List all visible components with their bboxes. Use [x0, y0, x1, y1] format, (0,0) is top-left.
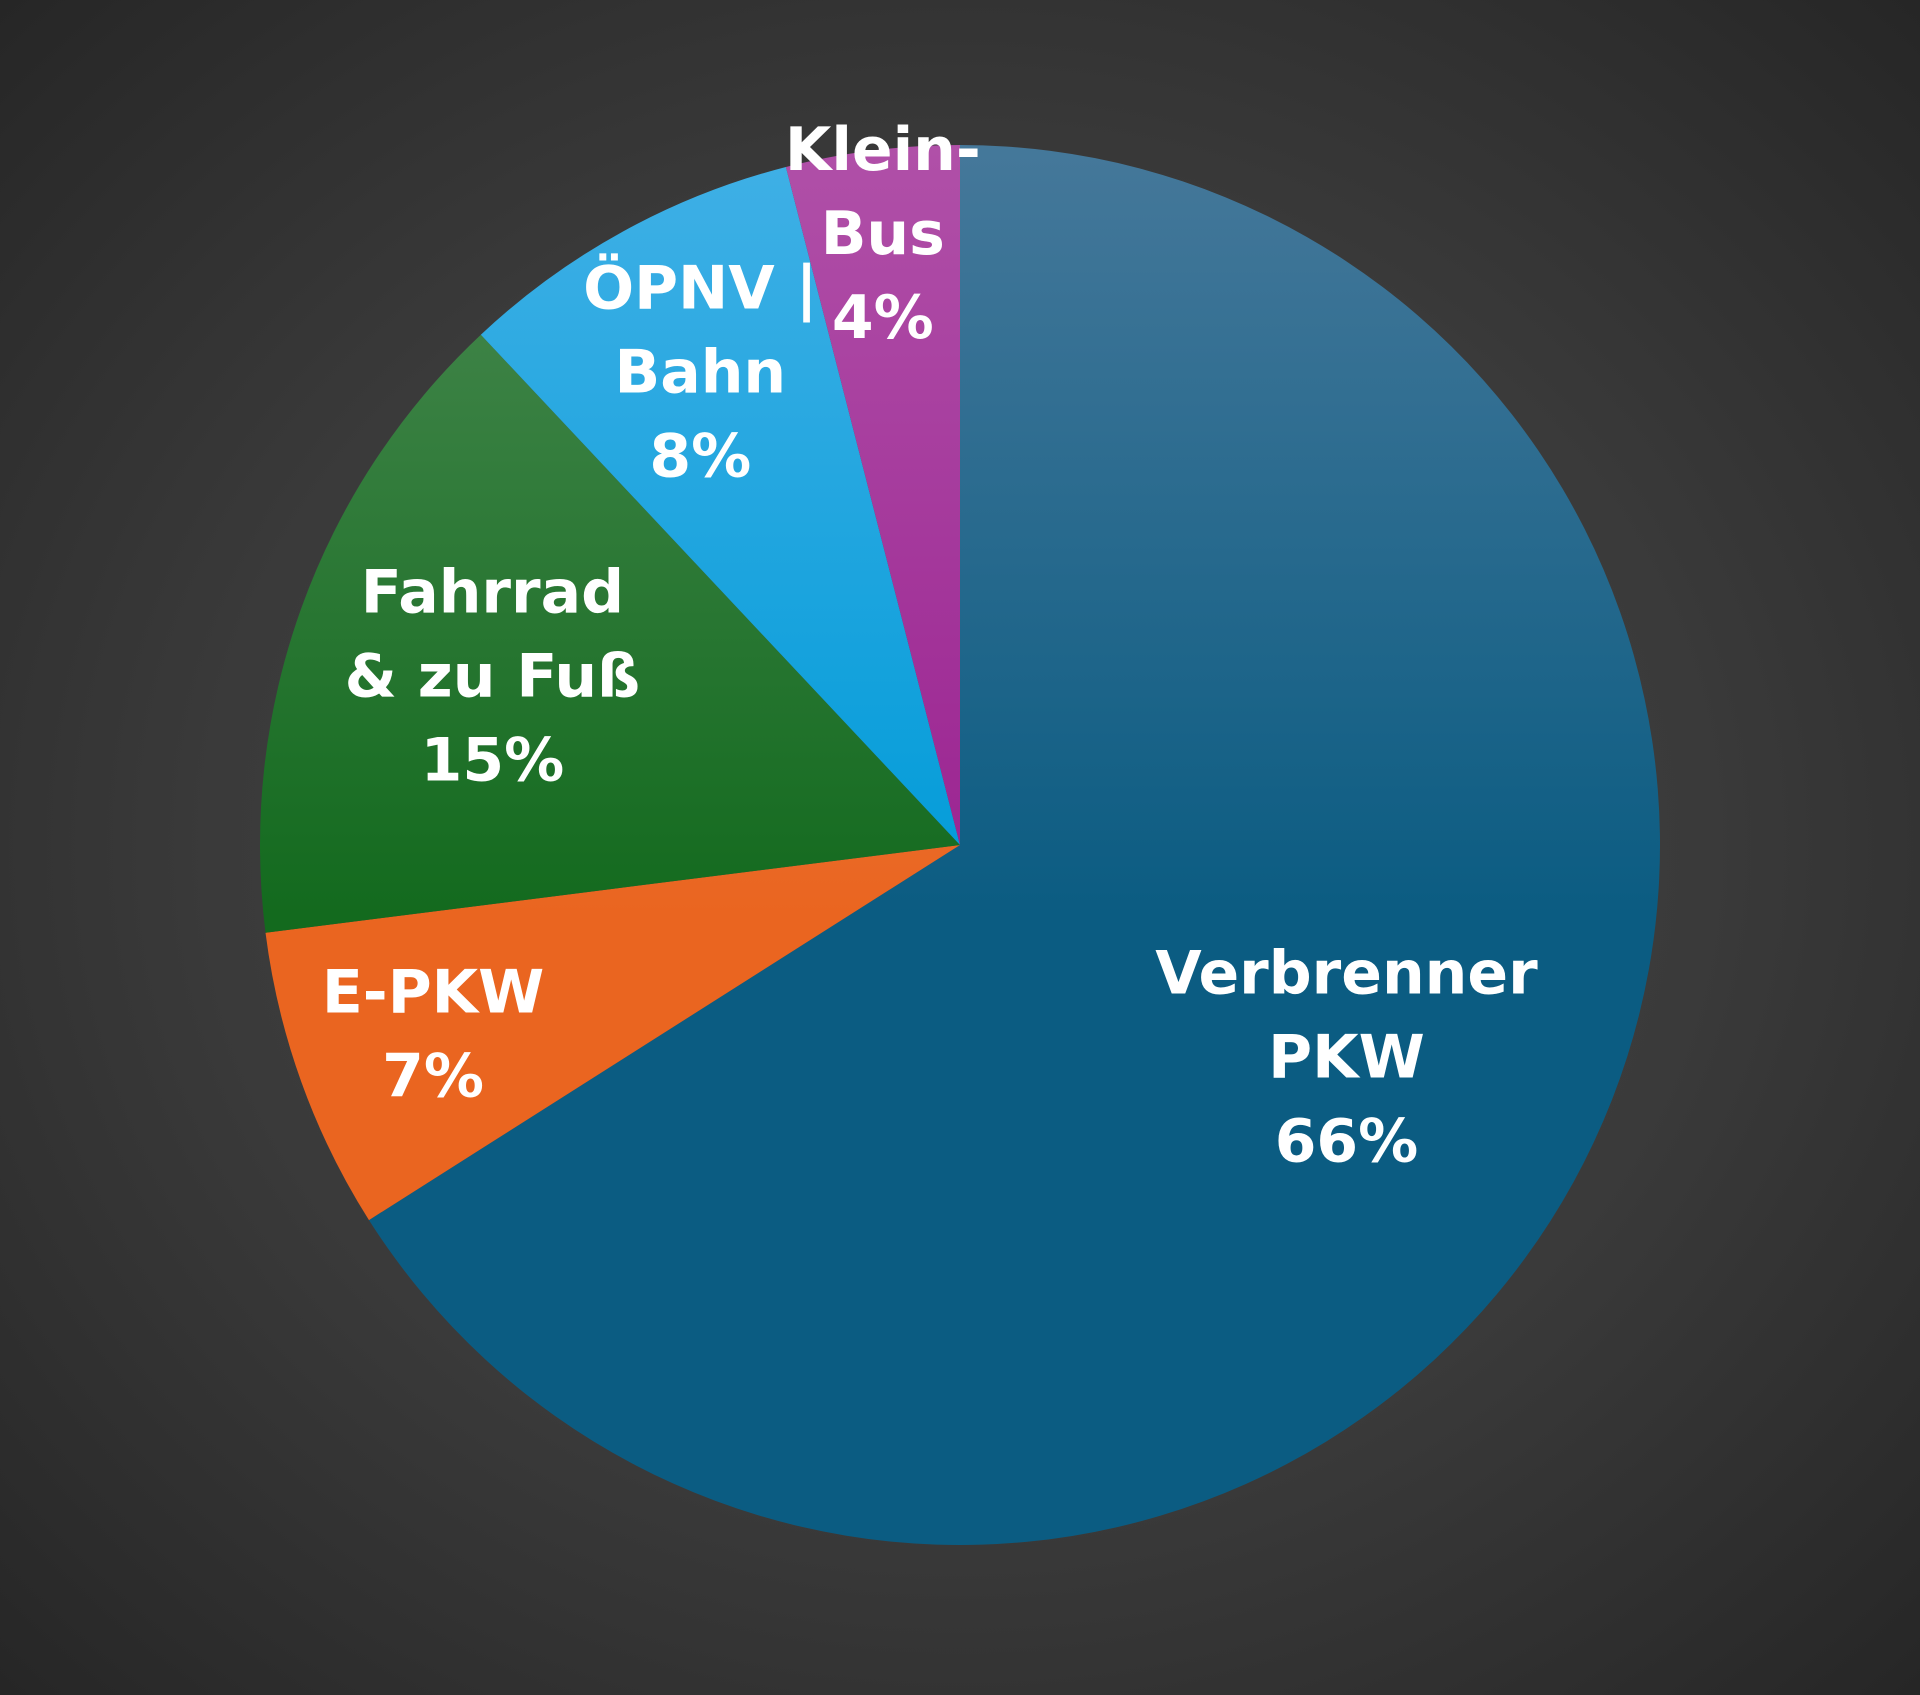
- slice-name-label: Klein-: [785, 115, 981, 185]
- pie-slice-e-pkw: [265, 845, 960, 1221]
- slice-name-label: & zu Fuß: [345, 642, 641, 712]
- pie-slice-fahrrad-zu-fuss: [260, 334, 960, 933]
- slice-name-label: E-PKW: [322, 958, 545, 1028]
- slice-label-fahrrad-zu-fuss: Fahrrad & zu Fuß 15%: [345, 558, 641, 796]
- slices-layer: [260, 145, 1660, 1545]
- slice-name-label: Verbrenner: [1155, 939, 1538, 1009]
- slice-label-klein-bus: Klein- Bus 4%: [785, 115, 981, 353]
- slice-value-label: 8%: [649, 422, 751, 492]
- pie-slice-verbrenner-pkw: [368, 145, 1660, 1545]
- slice-name-label: PKW: [1268, 1023, 1425, 1093]
- slice-value-label: 15%: [421, 726, 565, 796]
- slice-label-e-pkw: E-PKW 7%: [322, 958, 545, 1112]
- slice-label-verbrenner-pkw: Verbrenner PKW 66%: [1155, 939, 1538, 1177]
- slice-value-label: 66%: [1275, 1107, 1419, 1177]
- pie-slice-klein-bus: [785, 145, 960, 845]
- pie-slice-oepnv-bahn: [480, 166, 960, 846]
- slice-name-label: Bus: [821, 199, 945, 269]
- slice-name-label: ÖPNV |: [583, 253, 817, 324]
- slice-value-label: 7%: [382, 1042, 484, 1112]
- slice-value-label: 4%: [832, 283, 934, 353]
- slice-name-label: Fahrrad: [361, 558, 624, 628]
- labels-layer: Verbrenner PKW 66% E-PKW 7% Fahrrad & zu Fuß 15…: [322, 115, 1538, 1177]
- slice-name-label: Bahn: [614, 338, 786, 408]
- slice-label-oepnv-bahn: ÖPNV | Bahn 8%: [583, 253, 817, 492]
